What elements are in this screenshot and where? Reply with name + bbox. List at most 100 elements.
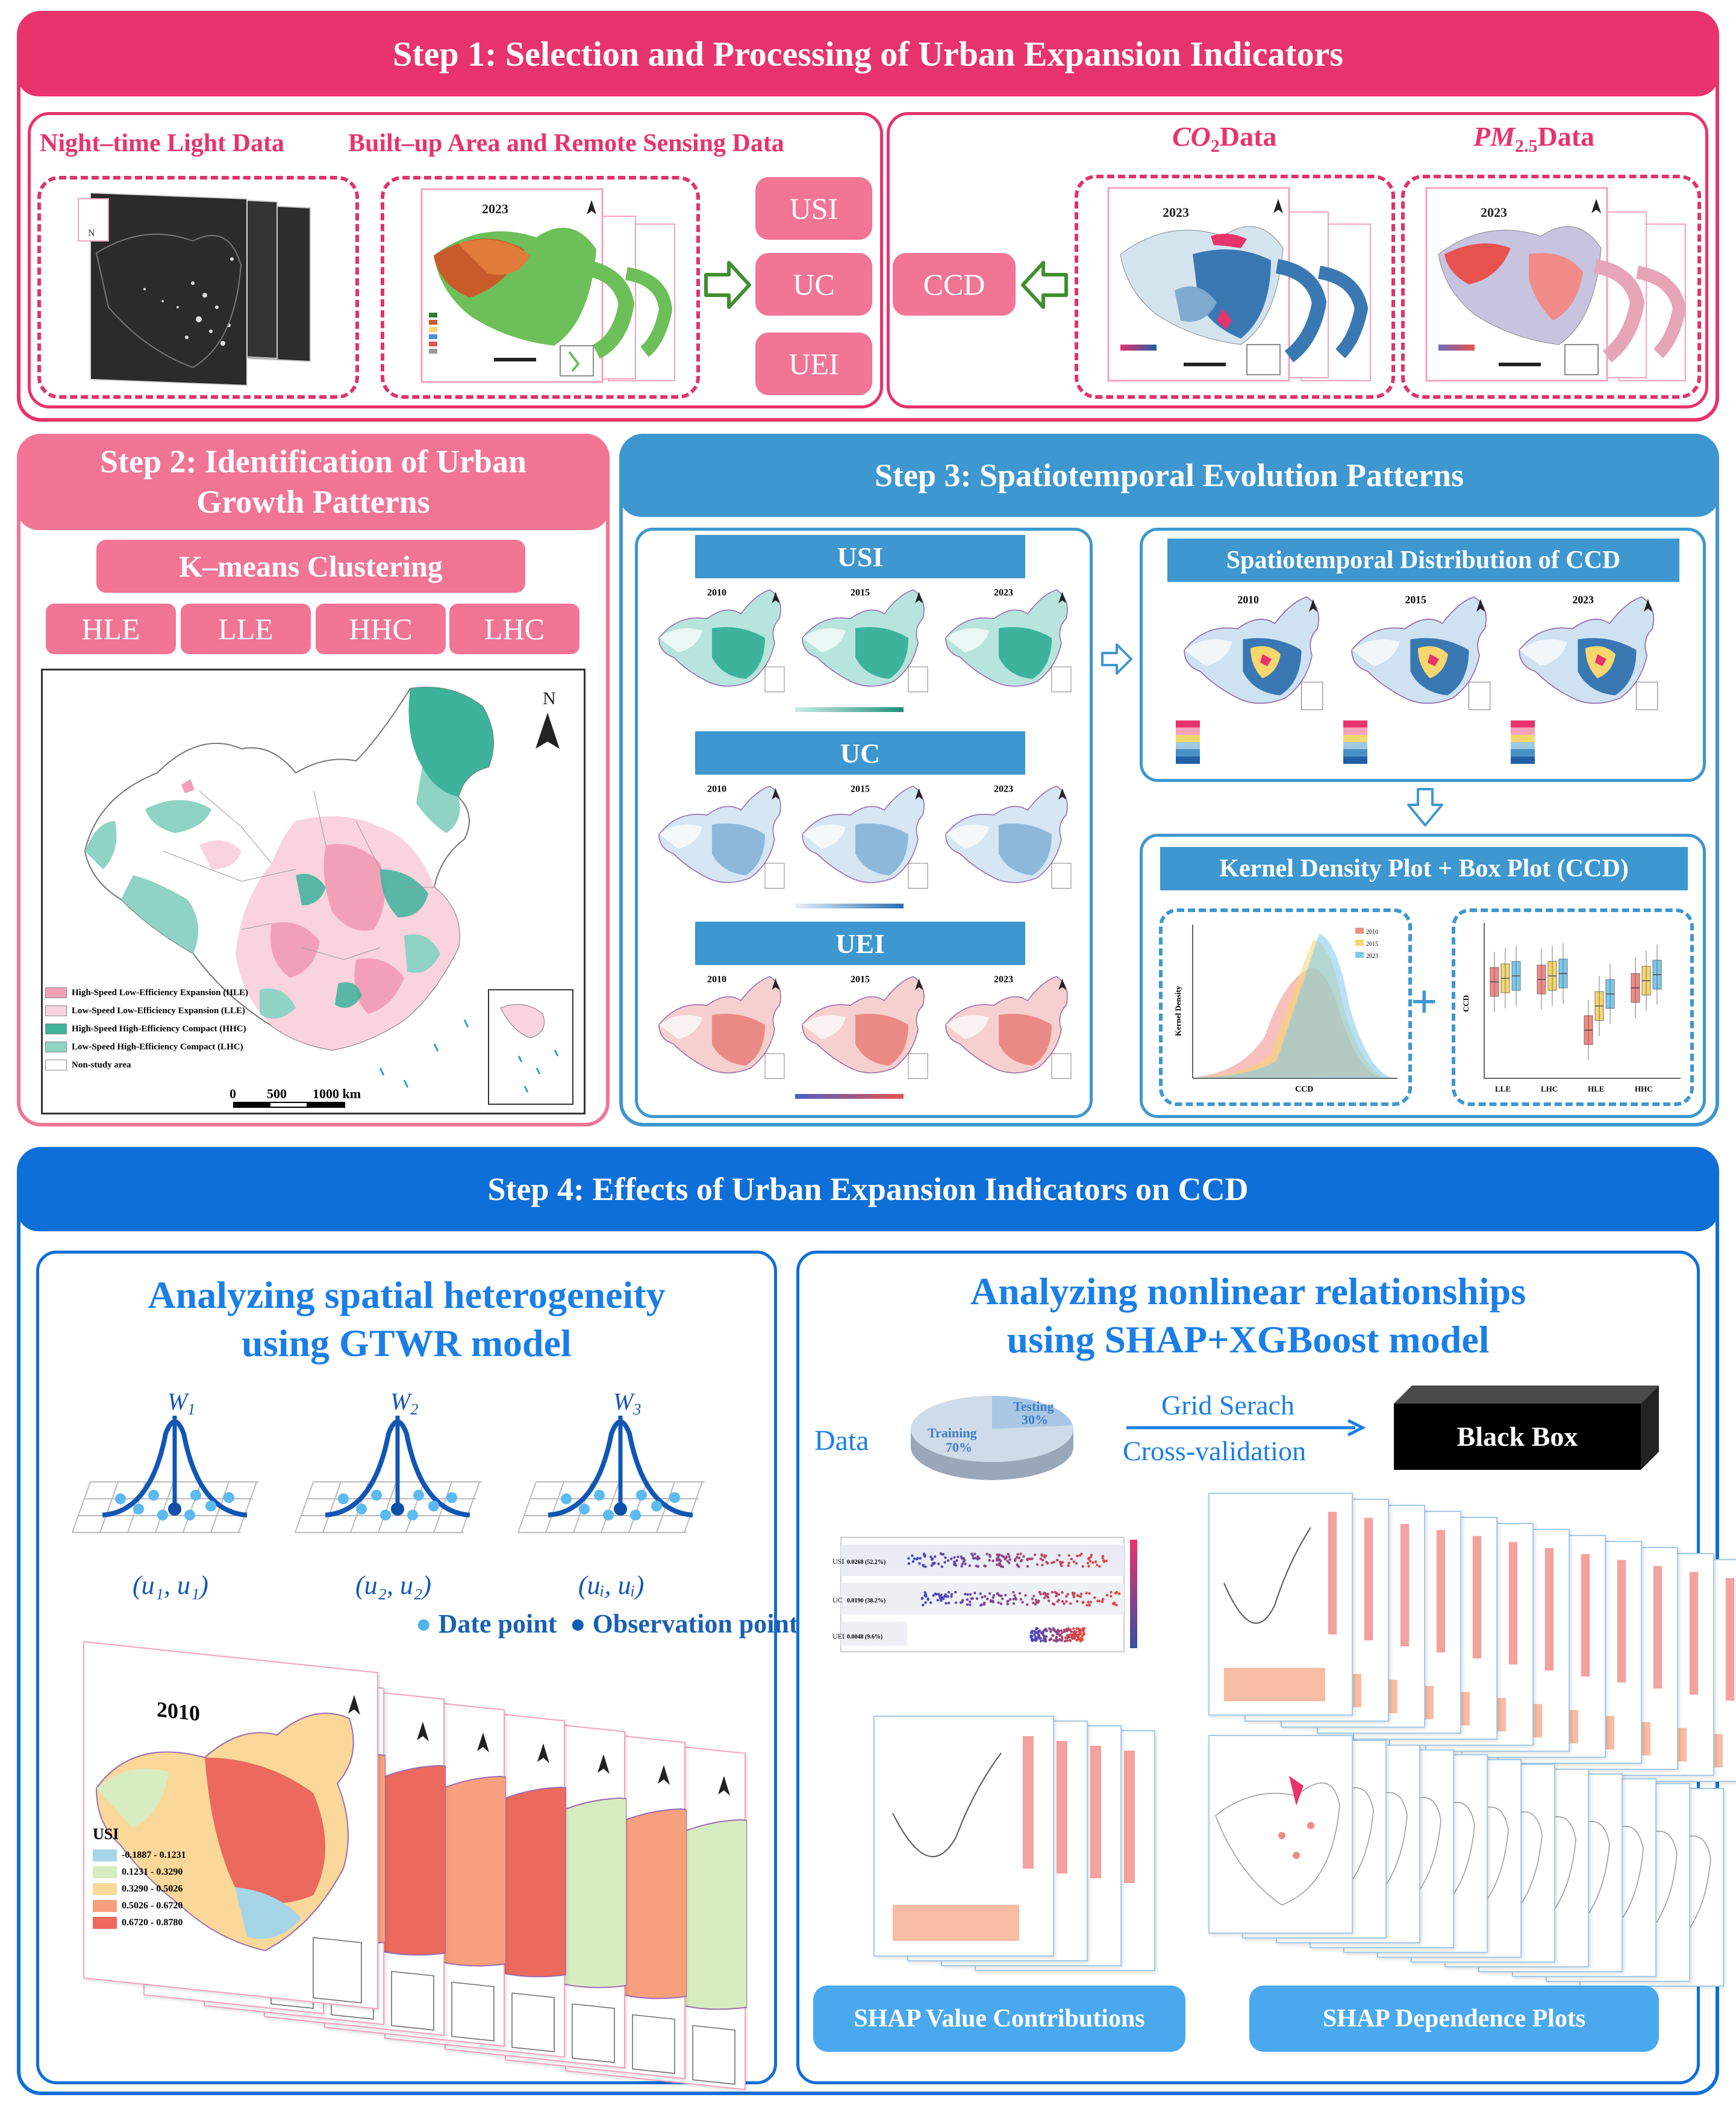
shap-point — [1072, 1560, 1076, 1563]
gtwr-legend: USI -0.1887 - 0.1231 0.1231 - 0.3290 0.3290… — [93, 1825, 213, 1931]
shap-point — [1031, 1598, 1034, 1601]
shap-point — [1033, 1629, 1036, 1633]
shap-point — [1028, 1557, 1031, 1560]
builtup-label: Built–up Area and Remote Sensing Data — [348, 130, 784, 157]
shap-point — [1034, 1637, 1037, 1640]
shap-point — [1038, 1590, 1041, 1594]
box-ylabel: CCD — [1461, 995, 1470, 1012]
co2-dashed-box — [1075, 175, 1395, 399]
shap-point — [973, 1552, 976, 1555]
ccd-map-legend-0 — [1176, 720, 1200, 764]
kde-dashed-box — [1159, 908, 1412, 1106]
shap-point — [1004, 1593, 1007, 1597]
co2-map-year: 2023 — [1163, 205, 1189, 220]
shap-point — [1013, 1594, 1016, 1597]
shap-map-sheet-0 — [1208, 1735, 1353, 1934]
mini-map-year: 2010 — [707, 588, 726, 598]
shap-point — [966, 1603, 969, 1606]
legend-label: High-Speed High-Efficiency Compact (HHC) — [72, 1023, 246, 1034]
gtwr-map-year-0: 2010 — [157, 1697, 200, 1725]
shap-point — [1040, 1554, 1044, 1557]
shap-point — [1006, 1602, 1010, 1605]
ccd-map-overlay-2 — [1585, 646, 1616, 678]
shap-point — [1081, 1565, 1084, 1568]
legend-swatch — [45, 1023, 67, 1034]
shap-point — [1080, 1552, 1083, 1555]
shap-point — [924, 1565, 927, 1568]
shap-point — [1055, 1595, 1058, 1598]
shap-point — [1049, 1638, 1052, 1641]
shap-point — [1066, 1634, 1069, 1637]
shap-point — [944, 1602, 948, 1605]
shap-point — [979, 1604, 982, 1607]
shap-point — [1026, 1603, 1029, 1606]
shap-point — [999, 1560, 1002, 1563]
shap-point — [1098, 1565, 1101, 1568]
uc-map-2: 2023 — [945, 784, 1072, 889]
shap-summary-plot: USI UC UEI 0.0268 (52.2%) 0.0190 (38.2%)… — [829, 1516, 1148, 1694]
shap-point — [972, 1557, 975, 1560]
kde-legend-2010: 2010 — [1366, 929, 1378, 936]
shap-point — [991, 1599, 994, 1602]
kernel-w-symbol: W — [613, 1392, 635, 1415]
ccd-distribution-panel — [1140, 528, 1706, 782]
shap-point — [930, 1564, 934, 1567]
step1-header: Step 1: Selection and Processing of Urba… — [17, 11, 1719, 96]
arrow-indicators-to-ccd — [1101, 643, 1132, 675]
shap-point — [1017, 1565, 1020, 1568]
usi-map-0: 2010 — [658, 588, 785, 692]
growth-legend-item: Low-Speed High-Efficiency Compact (LHC) — [45, 1038, 298, 1056]
shap-summary-svg: USI UC UEI 0.0268 (52.2%) 0.0190 (38.2%)… — [832, 1537, 1137, 1652]
black-box-label: Black Box — [1457, 1421, 1578, 1452]
shap-point — [1073, 1634, 1076, 1637]
gtwr-legend-item: 0.5026 - 0.6720 — [93, 1898, 213, 1914]
kde-panel — [1140, 834, 1706, 1118]
co2-suffix: Data — [1219, 121, 1277, 152]
shap-point — [1016, 1555, 1019, 1559]
shap-point — [1044, 1635, 1048, 1638]
shap-point — [1008, 1555, 1011, 1558]
gtwr-map-svg-0: 2010 — [95, 1695, 362, 2004]
shap-point — [1071, 1637, 1074, 1640]
shap-point — [1070, 1557, 1073, 1561]
shap-point — [1042, 1592, 1045, 1595]
shap-point — [996, 1563, 999, 1566]
shap-point — [992, 1594, 996, 1597]
shap-point — [1075, 1639, 1078, 1642]
train-test-pie: Training 70% Testing 30% — [911, 1396, 1073, 1480]
shap-point — [997, 1601, 1000, 1604]
shap-point — [1014, 1559, 1017, 1562]
shap-point — [1060, 1564, 1063, 1567]
shap-point — [969, 1603, 972, 1607]
shap-point — [1037, 1635, 1041, 1638]
shap-point — [1105, 1560, 1108, 1563]
shap-point — [976, 1565, 980, 1568]
shap-point — [1035, 1601, 1038, 1604]
shap-point — [1061, 1600, 1064, 1603]
shap-point — [1035, 1639, 1038, 1642]
pm25-subscript: 2.5 — [1515, 136, 1538, 157]
kernel-w-sub: 1 — [187, 1401, 195, 1418]
shap-point — [996, 1557, 999, 1560]
shap-point — [988, 1559, 991, 1562]
shap-point — [983, 1564, 986, 1567]
shap-contrib-sheet-0 — [873, 1716, 1054, 1957]
shap-point — [922, 1564, 925, 1567]
shap-point — [1079, 1595, 1082, 1598]
data-label: Data — [814, 1425, 869, 1457]
shap-point — [1105, 1593, 1109, 1597]
gtwr-title-line1: Analyzing spatial heterogeneity — [148, 1273, 666, 1316]
shap-dep-button: SHAP Dependence Plots — [1249, 1986, 1659, 2052]
shap-point — [1057, 1598, 1060, 1602]
gtwr-map-sheet-0: 2010 — [83, 1641, 378, 2010]
shap-point — [1117, 1592, 1121, 1595]
growth-legend-item: Low-Speed Low-Efficiency Expansion (LLE) — [45, 1002, 298, 1020]
shap-point — [1044, 1554, 1048, 1557]
shap-point — [1077, 1627, 1080, 1631]
shap-point — [1048, 1599, 1051, 1602]
shap-point — [1019, 1598, 1023, 1601]
shap-point — [1001, 1597, 1004, 1601]
shap-point — [1096, 1599, 1099, 1602]
shap-point — [1007, 1552, 1010, 1556]
shap-point — [991, 1596, 994, 1599]
